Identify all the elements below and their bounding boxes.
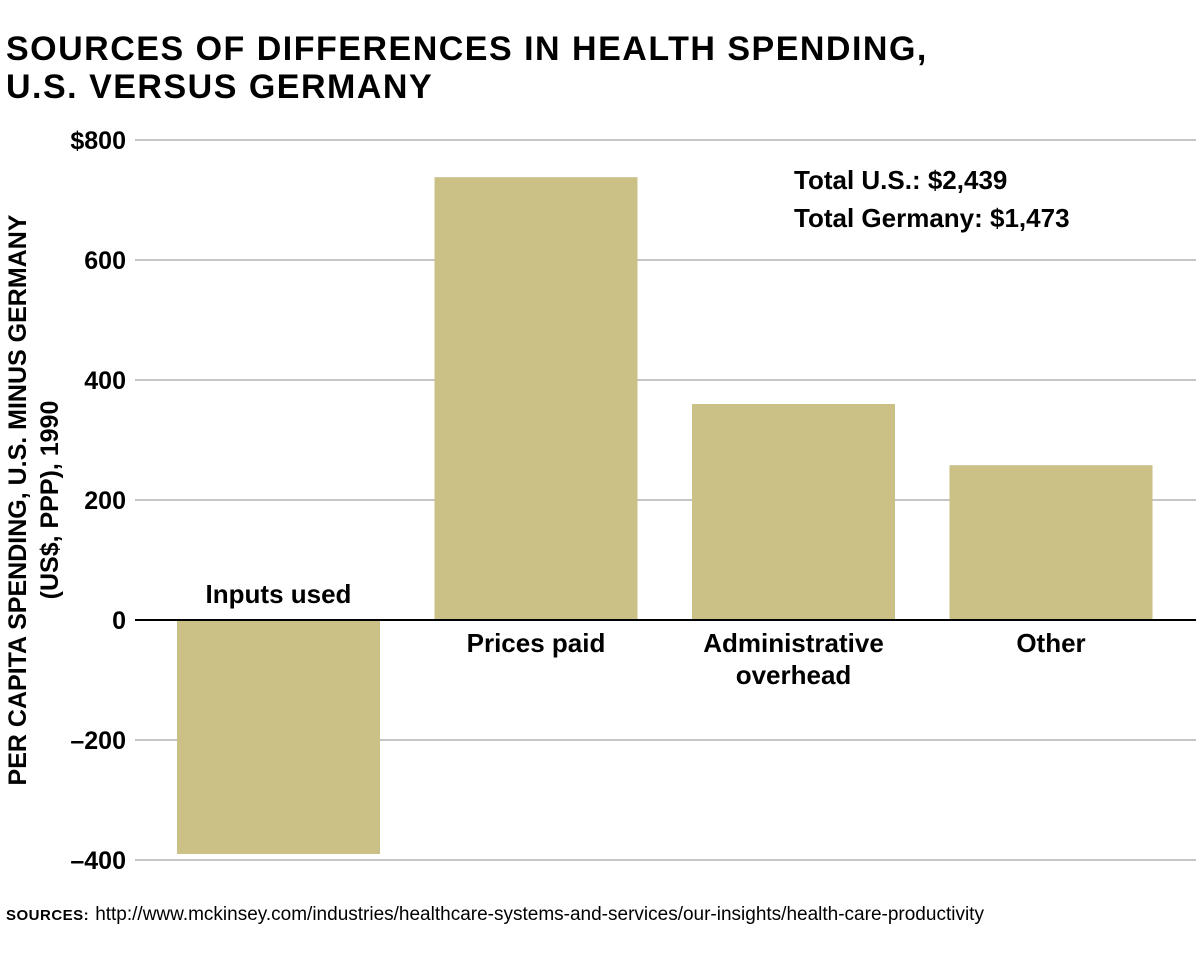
y-tick-label: $800 [70,127,126,155]
y-tick-label: 200 [84,487,126,515]
bar [949,465,1153,620]
total-annotation: Total Germany: $1,473 [794,203,1070,233]
sources-label: SOURCES: [6,907,90,924]
y-tick-label: 0 [112,607,126,635]
sources-footer: SOURCES: http://www.mckinsey.com/industri… [6,904,984,926]
category-label: Administrative [703,628,884,658]
y-axis-label: PER CAPITA SPENDING, U.S. MINUS GERMANY [4,214,32,785]
category-label: Inputs used [206,579,352,609]
chart-title-line: U.S. VERSUS GERMANY [6,68,434,106]
bar [434,177,638,620]
category-label: overhead [736,660,852,690]
chart-title-line: SOURCES OF DIFFERENCES IN HEALTH SPENDIN… [6,30,928,68]
sources-url: http://www.mckinsey.com/industries/healt… [95,904,984,925]
chart-title: SOURCES OF DIFFERENCES IN HEALTH SPENDIN… [6,30,928,106]
y-tick-label: –400 [70,847,126,875]
y-tick-label: –200 [70,727,126,755]
bar [692,404,895,620]
category-label: Prices paid [467,628,606,658]
y-tick-label: 600 [84,247,126,275]
bar [177,620,380,854]
y-tick-label: 400 [84,367,126,395]
total-annotation: Total U.S.: $2,439 [794,165,1007,195]
category-label: Other [1016,628,1085,658]
y-axis-label: (US$, PPP), 1990 [36,401,64,600]
